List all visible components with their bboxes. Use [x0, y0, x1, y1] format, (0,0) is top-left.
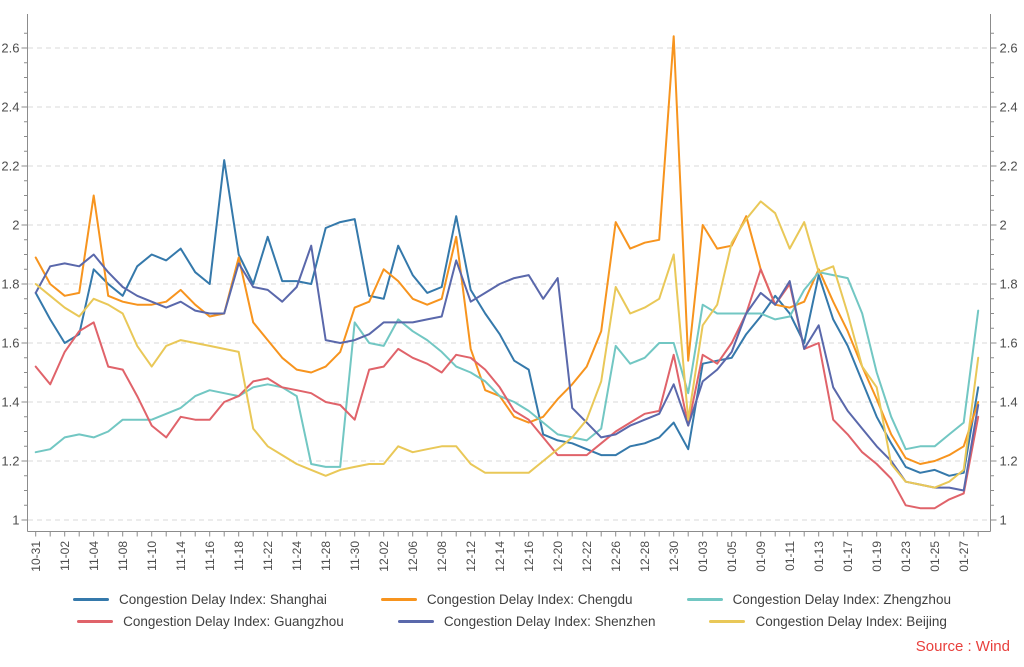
- legend-label-zhengzhou: Congestion Delay Index: Zhengzhou: [732, 592, 951, 607]
- xtick-label-11-14: 11-14: [174, 541, 188, 571]
- ytick-label-left-2.4: 2.4: [1, 100, 19, 115]
- ytick-label-left-1.2: 1.2: [1, 454, 19, 469]
- source-attribution: Source : Wind: [915, 638, 1010, 655]
- xtick-label-11-24: 11-24: [290, 541, 304, 571]
- xtick-label-01-23: 01-23: [899, 541, 913, 572]
- xtick-label-11-10: 11-10: [145, 541, 159, 571]
- xtick-label-11-16: 11-16: [203, 541, 217, 571]
- legend-label-shanghai: Congestion Delay Index: Shanghai: [119, 592, 327, 607]
- xtick-label-12-12: 12-12: [464, 541, 478, 572]
- xtick-label-12-28: 12-28: [638, 541, 652, 572]
- legend-swatch-zhengzhou-icon: [686, 598, 723, 601]
- xtick-label-01-27: 01-27: [957, 541, 971, 572]
- legend-item-shanghai: Congestion Delay Index: Shanghai: [73, 592, 327, 607]
- legend-item-shenzhen: Congestion Delay Index: Shenzhen: [397, 614, 656, 629]
- xtick-label-11-28: 11-28: [319, 541, 333, 571]
- xtick-label-11-30: 11-30: [348, 541, 362, 571]
- legend-swatch-beijing-icon: [709, 620, 746, 623]
- xtick-label-12-30: 12-30: [667, 541, 681, 572]
- xtick-label-12-16: 12-16: [522, 541, 536, 572]
- legend-swatch-guangzhou-icon: [77, 620, 114, 623]
- series-line-guangzhou: [34, 268, 980, 510]
- ytick-label-left-2.2: 2.2: [1, 159, 19, 174]
- legend-item-beijing: Congestion Delay Index: Beijing: [709, 614, 947, 629]
- ytick-label-left-1.6: 1.6: [1, 336, 19, 351]
- legend-label-beijing: Congestion Delay Index: Beijing: [755, 614, 947, 629]
- xtick-label-01-17: 01-17: [841, 541, 855, 572]
- xtick-label-11-08: 11-08: [116, 541, 130, 571]
- ytick-label-left-2.6: 2.6: [1, 41, 19, 56]
- xtick-label-12-22: 12-22: [580, 541, 594, 572]
- xtick-label-12-14: 12-14: [493, 541, 507, 572]
- ytick-label-right-1.6: 1.6: [1000, 336, 1018, 351]
- ytick-label-right-2: 2: [1000, 218, 1007, 233]
- series-lines: [34, 35, 980, 510]
- series-line-beijing: [34, 200, 980, 489]
- ytick-label-right-1.2: 1.2: [1000, 454, 1018, 469]
- ytick-label-right-2.4: 2.4: [1000, 100, 1018, 115]
- ytick-label-left-1.4: 1.4: [1, 395, 19, 410]
- series-line-zhengzhou: [34, 271, 980, 468]
- xtick-label-12-20: 12-20: [551, 541, 565, 572]
- xtick-label-01-25: 01-25: [928, 541, 942, 572]
- xtick-label-11-04: 11-04: [87, 541, 101, 571]
- ytick-label-left-1.8: 1.8: [1, 277, 19, 292]
- legend-label-shenzhen: Congestion Delay Index: Shenzhen: [443, 614, 656, 629]
- chart-legend: Congestion Delay Index: Shanghai Congesti…: [0, 592, 1024, 629]
- xtick-label-12-26: 12-26: [609, 541, 623, 572]
- xtick-label-11-18: 11-18: [232, 541, 246, 571]
- axes: [21, 14, 997, 537]
- legend-label-guangzhou: Congestion Delay Index: Guangzhou: [123, 614, 344, 629]
- xtick-label-11-22: 11-22: [261, 541, 275, 571]
- xtick-label-01-13: 01-13: [812, 541, 826, 572]
- xtick-label-01-11: 01-11: [783, 541, 797, 571]
- legend-swatch-chengdu-icon: [380, 598, 417, 601]
- xtick-label-01-03: 01-03: [696, 541, 710, 572]
- series-line-chengdu: [34, 35, 980, 465]
- xtick-label-01-05: 01-05: [725, 541, 739, 572]
- legend-item-chengdu: Congestion Delay Index: Chengdu: [380, 592, 633, 607]
- ytick-label-left-2: 2: [12, 218, 19, 233]
- xtick-label-01-19: 01-19: [870, 541, 884, 572]
- legend-row-2: Congestion Delay Index: Guangzhou Congest…: [77, 614, 947, 629]
- ytick-label-right-2.2: 2.2: [1000, 159, 1018, 174]
- ytick-label-right-1.4: 1.4: [1000, 395, 1018, 410]
- legend-swatch-shanghai-icon: [73, 598, 110, 601]
- ytick-label-right-1: 1: [1000, 513, 1007, 528]
- xtick-label-12-08: 12-08: [435, 541, 449, 572]
- legend-item-zhengzhou: Congestion Delay Index: Zhengzhou: [686, 592, 951, 607]
- xtick-label-11-02: 11-02: [58, 541, 72, 571]
- legend-swatch-shenzhen-icon: [397, 620, 434, 623]
- gridlines: [28, 47, 990, 521]
- axis-tick-labels: 1 1 1.2 1.2 1.4 1.4 1.6 1.6 1.8 1.8 2 2 2.2 2.2 2.4 2.4…: [1, 41, 1017, 572]
- xtick-label-12-02: 12-02: [377, 541, 391, 572]
- xtick-label-01-09: 01-09: [754, 541, 768, 572]
- ytick-label-right-2.6: 2.6: [1000, 41, 1018, 56]
- legend-row-1: Congestion Delay Index: Shanghai Congesti…: [73, 592, 951, 607]
- legend-item-guangzhou: Congestion Delay Index: Guangzhou: [77, 614, 344, 629]
- xtick-label-10-31: 10-31: [29, 541, 43, 572]
- series-line-shenzhen: [34, 244, 980, 492]
- ytick-label-left-1: 1: [12, 513, 19, 528]
- ytick-label-right-1.8: 1.8: [1000, 277, 1018, 292]
- xtick-label-12-06: 12-06: [406, 541, 420, 572]
- legend-label-chengdu: Congestion Delay Index: Chengdu: [426, 592, 633, 607]
- series-line-shanghai: [34, 159, 980, 477]
